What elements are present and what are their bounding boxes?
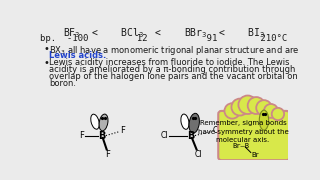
Text: •: •	[43, 44, 49, 54]
Text: B: B	[188, 130, 195, 141]
Text: Cl: Cl	[212, 126, 220, 135]
Text: BF$_3$  <    BCl$_3$  <    BBr$_3$  <    BI$_3$: BF$_3$ < BCl$_3$ < BBr$_3$ < BI$_3$	[63, 26, 265, 40]
Circle shape	[264, 104, 278, 118]
Text: Br: Br	[252, 152, 259, 158]
Circle shape	[248, 97, 265, 114]
Text: overlap of the halogen lone pairs and the vacant orbital on: overlap of the halogen lone pairs and th…	[49, 72, 298, 81]
FancyBboxPatch shape	[218, 111, 290, 160]
Circle shape	[238, 96, 257, 114]
Ellipse shape	[181, 114, 189, 129]
Text: Lewis acids.: Lewis acids.	[49, 51, 107, 60]
Text: Lewis acidity increases from fluoride to iodide. The Lewis: Lewis acidity increases from fluoride to…	[49, 58, 290, 67]
Circle shape	[231, 99, 248, 116]
Text: F: F	[105, 150, 110, 159]
Circle shape	[272, 108, 284, 120]
Text: boron.: boron.	[49, 79, 76, 88]
Text: acidity is ameliorated by a π-bonding contribution through: acidity is ameliorated by a π-bonding co…	[49, 65, 296, 74]
Ellipse shape	[91, 114, 99, 129]
Ellipse shape	[259, 110, 268, 130]
Text: Br—B: Br—B	[232, 143, 249, 149]
Text: bp.  -100         12           91        210°C: bp. -100 12 91 210°C	[40, 34, 288, 43]
Ellipse shape	[99, 114, 108, 131]
Text: BX$_3$ all have a monomeric trigonal planar structure and are: BX$_3$ all have a monomeric trigonal pla…	[49, 44, 300, 57]
Text: F: F	[79, 131, 84, 140]
Text: Cl: Cl	[161, 131, 169, 140]
Circle shape	[224, 103, 240, 119]
Circle shape	[256, 100, 272, 116]
Text: B: B	[98, 130, 106, 141]
Text: F: F	[121, 126, 125, 135]
Text: Remember, sigma bonds
have symmetry about the
molecular axis.: Remember, sigma bonds have symmetry abou…	[198, 120, 288, 143]
Text: •: •	[43, 58, 49, 68]
Text: Cl: Cl	[194, 150, 202, 159]
Ellipse shape	[189, 113, 199, 133]
